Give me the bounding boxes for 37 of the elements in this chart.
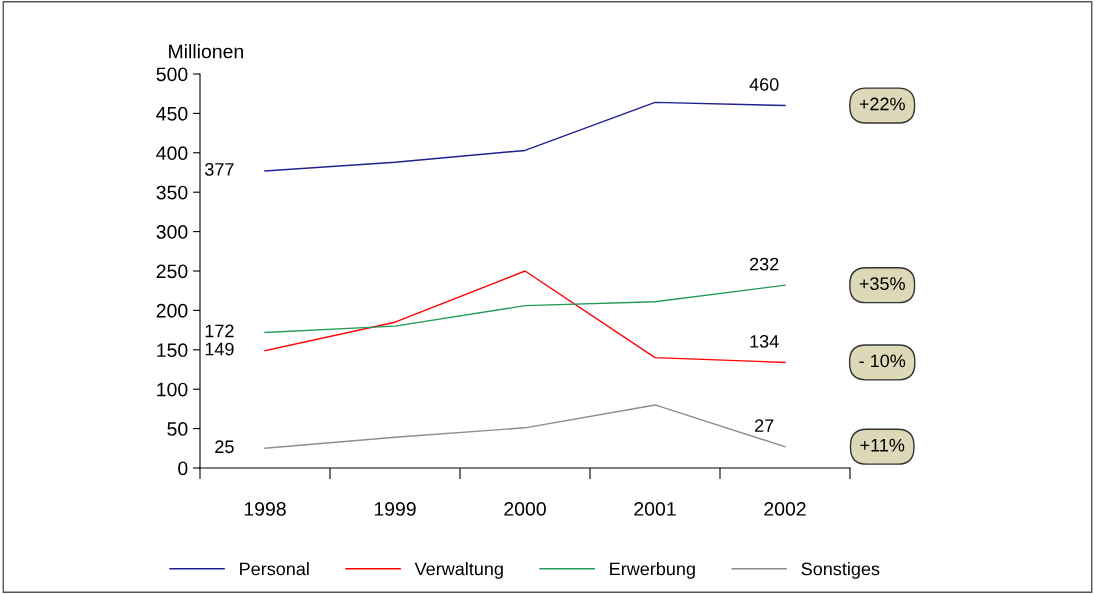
legend-label: Personal xyxy=(240,562,309,576)
line-series xyxy=(264,270,786,364)
line-series xyxy=(264,404,786,449)
data-label: 232 xyxy=(750,257,779,271)
text: - 10% xyxy=(859,354,906,368)
x-tick-label: 2002 xyxy=(764,502,806,516)
y-tick-label: 350 xyxy=(156,185,188,200)
y-tick-label: 300 xyxy=(156,225,188,239)
x-tick-label: 2000 xyxy=(504,502,546,516)
text: +35% xyxy=(859,277,905,291)
data-label: 149 xyxy=(205,342,234,356)
data-label: 460 xyxy=(749,78,779,91)
text: +22% xyxy=(859,97,905,111)
line-series xyxy=(264,101,786,172)
legend-label: Sonstiges xyxy=(801,562,880,579)
y-tick-label: 450 xyxy=(156,106,188,121)
y-tick-label: 250 xyxy=(156,264,188,279)
y-axis-title: Millionen xyxy=(169,44,243,59)
y-tick-label: 150 xyxy=(157,343,188,358)
line-series xyxy=(264,284,786,334)
data-label: 27 xyxy=(755,419,774,432)
legend-label: Verwaltung xyxy=(414,562,503,579)
data-label: 134 xyxy=(750,334,779,348)
y-tick-label: 200 xyxy=(156,303,188,318)
data-label: 25 xyxy=(215,440,234,454)
x-tick-label: 2001 xyxy=(634,502,676,516)
text: +11% xyxy=(860,438,905,452)
y-tick-label: 50 xyxy=(167,422,188,436)
y-tick-label: 0 xyxy=(178,461,188,476)
y-tick-label: 500 xyxy=(156,67,188,82)
legend-label: Erwerbung xyxy=(610,562,695,579)
y-tick-label: 100 xyxy=(157,382,188,397)
x-tick-label: 1999 xyxy=(374,502,416,516)
data-label: 172 xyxy=(205,324,234,338)
data-label: 377 xyxy=(205,162,234,176)
x-tick-label: 1998 xyxy=(244,502,286,516)
y-tick-label: 400 xyxy=(156,146,188,161)
